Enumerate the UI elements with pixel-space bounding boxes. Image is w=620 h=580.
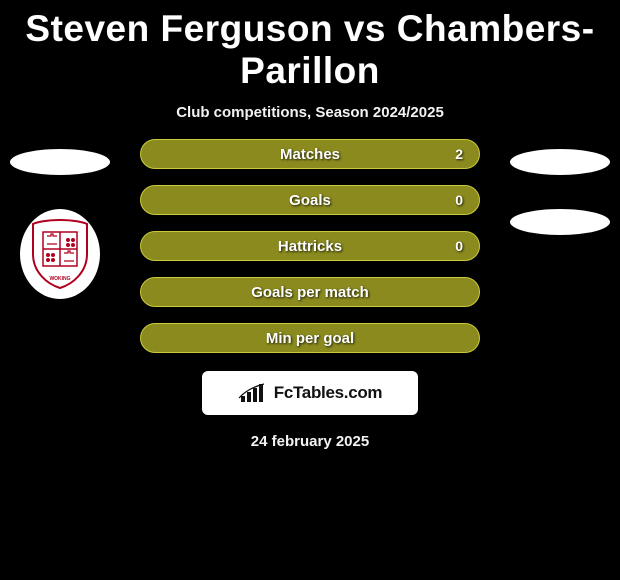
page-title: Steven Ferguson vs Chambers-Parillon xyxy=(0,0,620,98)
stat-row-min-per-goal: Min per goal xyxy=(140,323,480,353)
stat-row-goals-per-match: Goals per match xyxy=(140,277,480,307)
right-player-column xyxy=(510,139,610,235)
stat-row-hattricks: Hattricks 0 xyxy=(140,231,480,261)
stat-label: Matches xyxy=(280,146,340,163)
report-date: 24 february 2025 xyxy=(0,415,620,450)
stat-label: Goals per match xyxy=(251,284,369,301)
logo-text: FcTables.com xyxy=(274,383,383,403)
team-badge-placeholder xyxy=(10,149,110,175)
club-crest-woking: WOKING xyxy=(20,209,100,299)
bar-chart-icon xyxy=(238,382,268,404)
stat-value: 0 xyxy=(455,238,463,254)
stat-label: Goals xyxy=(289,192,331,209)
shield-icon: WOKING xyxy=(29,218,91,290)
stat-label: Min per goal xyxy=(266,330,354,347)
stat-label: Hattricks xyxy=(278,238,342,255)
fctables-logo[interactable]: FcTables.com xyxy=(202,371,418,415)
team-badge-placeholder xyxy=(510,209,610,235)
left-player-column: WOKING xyxy=(10,139,110,299)
stats-list: Matches 2 Goals 0 Hattricks 0 Goals per … xyxy=(140,139,480,353)
stat-value: 0 xyxy=(455,192,463,208)
content-area: WOKING Matches 2 Goals 0 Hattricks 0 Goa… xyxy=(0,139,620,450)
subtitle: Club competitions, Season 2024/2025 xyxy=(0,98,620,139)
stat-row-goals: Goals 0 xyxy=(140,185,480,215)
stat-value: 2 xyxy=(455,146,463,162)
stat-row-matches: Matches 2 xyxy=(140,139,480,169)
svg-text:WOKING: WOKING xyxy=(49,276,70,282)
team-badge-placeholder xyxy=(510,149,610,175)
